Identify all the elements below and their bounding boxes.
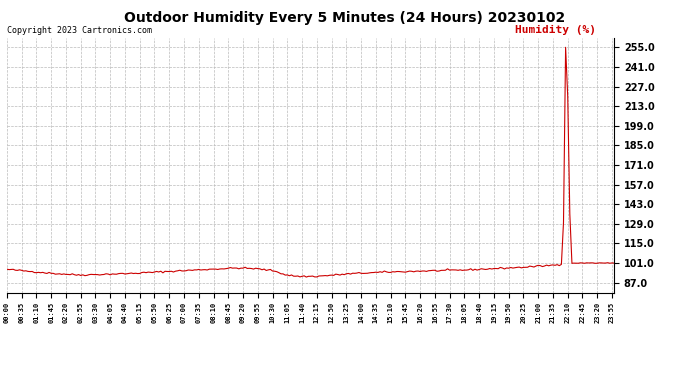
Text: Humidity (%): Humidity (%) (515, 25, 596, 35)
Text: Outdoor Humidity Every 5 Minutes (24 Hours) 20230102: Outdoor Humidity Every 5 Minutes (24 Hou… (124, 11, 566, 25)
Text: Copyright 2023 Cartronics.com: Copyright 2023 Cartronics.com (7, 26, 152, 35)
